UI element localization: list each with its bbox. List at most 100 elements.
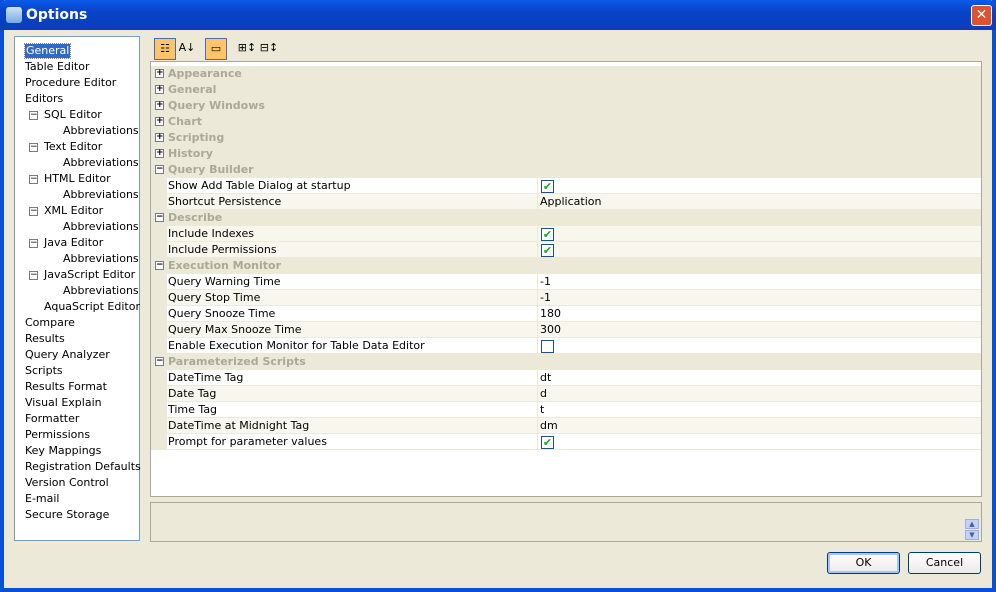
ok-button[interactable]: OK: [827, 552, 900, 574]
property-value[interactable]: dm: [537, 418, 981, 434]
tree-item[interactable]: JavaScript Editor: [44, 268, 136, 281]
property-value[interactable]: ✔: [537, 226, 981, 242]
property-row[interactable]: Query Warning Time -1: [151, 274, 981, 290]
tree-item[interactable]: XML Editor: [44, 204, 104, 217]
checkbox-checked[interactable]: ✔: [541, 436, 554, 449]
property-group-chart[interactable]: + Chart: [151, 114, 981, 130]
property-value[interactable]: 300: [537, 322, 981, 338]
property-value[interactable]: dt: [537, 370, 981, 386]
tree-item[interactable]: Registration Defaults: [25, 460, 141, 473]
expand-toggle-icon[interactable]: +: [155, 100, 164, 110]
property-group-general[interactable]: + General: [151, 82, 981, 98]
tree-item[interactable]: Text Editor: [44, 140, 103, 153]
property-row[interactable]: Shortcut Persistence Application: [151, 194, 981, 210]
collapse-toggle-icon[interactable]: −: [29, 206, 38, 216]
tree-item[interactable]: Secure Storage: [25, 508, 110, 521]
property-group-execution-monitor[interactable]: − Execution Monitor: [151, 258, 981, 274]
tree-item[interactable]: Abbreviations: [63, 252, 139, 265]
tree-item[interactable]: Scripts: [25, 364, 63, 377]
property-group-scripting[interactable]: + Scripting: [151, 130, 981, 146]
collapse-toggle-icon[interactable]: −: [155, 356, 164, 366]
tree-item[interactable]: Abbreviations: [63, 188, 139, 201]
property-value[interactable]: -1: [537, 290, 981, 306]
tree-item[interactable]: Results: [25, 332, 65, 345]
property-group-appearance[interactable]: + Appearance: [151, 66, 981, 82]
checkbox-checked[interactable]: ✔: [541, 244, 554, 257]
property-value[interactable]: t: [537, 402, 981, 418]
tree-item[interactable]: Abbreviations: [63, 156, 139, 169]
property-group-parameterized-scripts[interactable]: − Parameterized Scripts: [151, 354, 981, 370]
property-row[interactable]: Prompt for parameter values ✔: [151, 434, 981, 450]
collapse-toggle-icon[interactable]: −: [29, 142, 38, 152]
property-value[interactable]: Application: [537, 194, 981, 210]
tree-item[interactable]: SQL Editor: [44, 108, 102, 121]
scroll-down-button[interactable]: ▼: [965, 530, 979, 540]
property-group-describe[interactable]: − Describe: [151, 210, 981, 226]
property-pages-button[interactable]: ▭: [205, 38, 227, 60]
tree-item[interactable]: Compare: [25, 316, 75, 329]
property-value[interactable]: -1: [537, 274, 981, 290]
property-group-history[interactable]: + History: [151, 146, 981, 162]
expand-toggle-icon[interactable]: +: [155, 116, 164, 126]
property-row[interactable]: Enable Execution Monitor for Table Data …: [151, 338, 981, 354]
collapse-toggle-icon[interactable]: −: [29, 174, 38, 184]
property-group-query-builder[interactable]: − Query Builder: [151, 162, 981, 178]
property-row[interactable]: Include Permissions ✔: [151, 242, 981, 258]
collapse-toggle-icon[interactable]: −: [29, 270, 38, 280]
property-value[interactable]: ✔: [537, 434, 981, 450]
tree-item[interactable]: Procedure Editor: [25, 76, 117, 89]
expand-toggle-icon[interactable]: +: [155, 132, 164, 142]
options-category-tree[interactable]: General Table Editor Procedure Editor Edito…: [14, 36, 141, 541]
property-row[interactable]: DateTime at Midnight Tag dm: [151, 418, 981, 434]
cancel-button[interactable]: Cancel: [908, 552, 981, 574]
collapse-toggle-icon[interactable]: −: [155, 212, 164, 222]
property-row[interactable]: Query Stop Time -1: [151, 290, 981, 306]
checkbox-checked[interactable]: ✔: [541, 228, 554, 241]
tree-item[interactable]: Editors: [25, 92, 64, 105]
tree-item[interactable]: Abbreviations: [63, 124, 139, 137]
property-value[interactable]: d: [537, 386, 981, 402]
tree-item[interactable]: Results Format: [25, 380, 107, 393]
checkbox-checked[interactable]: ✔: [541, 180, 554, 193]
property-row[interactable]: Show Add Table Dialog at startup ✔: [151, 178, 981, 194]
property-row[interactable]: Include Indexes ✔: [151, 226, 981, 242]
tree-item[interactable]: Abbreviations: [63, 284, 139, 297]
expand-toggle-icon[interactable]: +: [155, 68, 164, 78]
tree-item[interactable]: Version Control: [25, 476, 109, 489]
property-row[interactable]: DateTime Tag dt: [151, 370, 981, 386]
tree-item[interactable]: HTML Editor: [44, 172, 111, 185]
tree-item[interactable]: Formatter: [25, 412, 80, 425]
tree-item[interactable]: General: [23, 43, 72, 59]
tree-item[interactable]: Key Mappings: [25, 444, 102, 457]
tree-item[interactable]: Permissions: [25, 428, 91, 441]
tree-item[interactable]: Query Analyzer: [25, 348, 110, 361]
collapse-toggle-icon[interactable]: −: [155, 164, 164, 174]
tree-item[interactable]: E-mail: [25, 492, 60, 505]
property-grid[interactable]: + Appearance + General + Query Windows + Chart +…: [150, 61, 982, 497]
property-row[interactable]: Date Tag d: [151, 386, 981, 402]
sort-alphabetical-button[interactable]: A↓: [176, 38, 198, 60]
property-value[interactable]: 180: [537, 306, 981, 322]
property-row[interactable]: Time Tag t: [151, 402, 981, 418]
checkbox-unchecked[interactable]: [541, 340, 554, 353]
tree-item[interactable]: AquaScript Editor: [44, 300, 140, 313]
tree-item[interactable]: Java Editor: [44, 236, 104, 249]
expand-all-button[interactable]: ⊞↕: [236, 38, 258, 60]
categorized-view-button[interactable]: ☷: [154, 38, 176, 60]
scroll-up-button[interactable]: ▲: [965, 519, 979, 529]
tree-item[interactable]: Visual Explain: [25, 396, 102, 409]
property-row[interactable]: Query Max Snooze Time 300: [151, 322, 981, 338]
expand-toggle-icon[interactable]: +: [155, 148, 164, 158]
expand-toggle-icon[interactable]: +: [155, 84, 164, 94]
collapse-all-button[interactable]: ⊟↕: [258, 38, 280, 60]
tree-item[interactable]: Table Editor: [25, 60, 90, 73]
close-button[interactable]: ✕: [971, 5, 992, 26]
property-value[interactable]: ✔: [537, 178, 981, 194]
collapse-toggle-icon[interactable]: −: [29, 110, 38, 120]
property-value[interactable]: [537, 338, 981, 354]
property-row[interactable]: Query Snooze Time 180: [151, 306, 981, 322]
collapse-toggle-icon[interactable]: −: [155, 260, 164, 270]
tree-item[interactable]: Abbreviations: [63, 220, 139, 233]
property-group-query-windows[interactable]: + Query Windows: [151, 98, 981, 114]
collapse-toggle-icon[interactable]: −: [29, 238, 38, 248]
